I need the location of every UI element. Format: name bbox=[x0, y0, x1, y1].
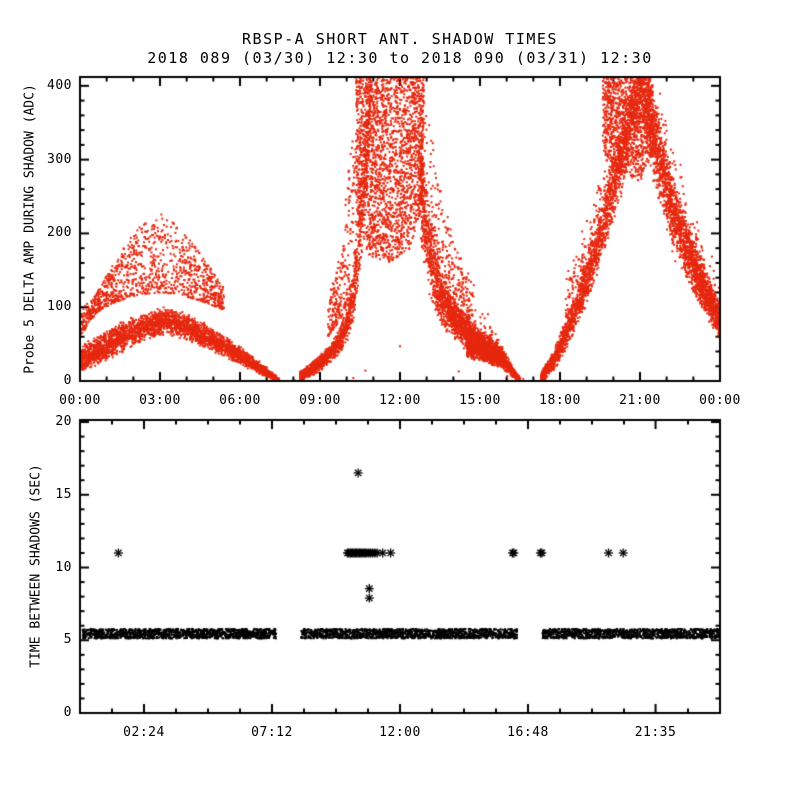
top-x-tick-label: 00:00 bbox=[59, 393, 101, 408]
bottom-y-tick-label: 0 bbox=[63, 705, 72, 720]
top-y-tick-label: 400 bbox=[47, 77, 72, 93]
top-x-tick-label: 15:00 bbox=[459, 393, 501, 408]
top-x-tick-label: 12:00 bbox=[379, 393, 421, 408]
bottom-x-tick-label: 02:24 bbox=[123, 725, 165, 740]
top-x-tick-label: 03:00 bbox=[139, 393, 181, 408]
bottom-x-tick-label: 12:00 bbox=[379, 725, 421, 740]
top-y-tick-label: 200 bbox=[47, 225, 72, 241]
chart-subtitle: 2018 089 (03/30) 12:30 to 2018 090 (03/3… bbox=[147, 49, 653, 67]
top-y-tick-label: 100 bbox=[47, 299, 72, 315]
bottom-x-tick-label: 21:35 bbox=[634, 725, 677, 740]
bottom-y-tick-label: 15 bbox=[55, 486, 72, 502]
bottom-y-tick-label: 5 bbox=[63, 632, 72, 648]
top-x-tick-label: 09:00 bbox=[299, 393, 341, 408]
top-y-tick-label: 300 bbox=[47, 151, 72, 167]
bottom-y-tick-label: 20 bbox=[55, 414, 72, 430]
bottom-y-tick-label: 10 bbox=[55, 559, 72, 575]
bottom-x-tick-label: 16:48 bbox=[507, 725, 549, 740]
top-x-tick-label: 00:00 bbox=[699, 393, 741, 408]
top-y-tick-label: 0 bbox=[63, 373, 72, 388]
top-x-tick-label: 06:00 bbox=[219, 393, 261, 408]
top-x-tick-label: 21:00 bbox=[619, 393, 661, 408]
bottom-x-tick-label: 07:12 bbox=[251, 725, 293, 740]
top-x-tick-label: 18:00 bbox=[539, 393, 581, 408]
chart-title: RBSP-A SHORT ANT. SHADOW TIMES bbox=[242, 30, 558, 48]
